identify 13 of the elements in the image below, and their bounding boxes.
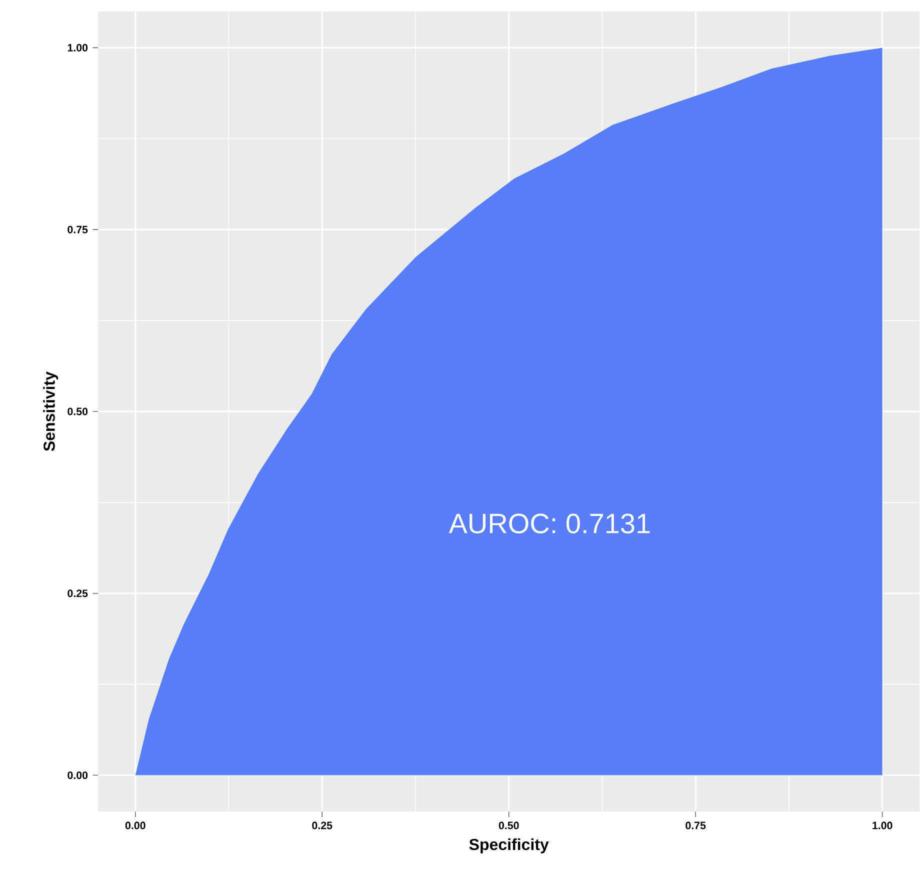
y-tick-label: 1.00: [68, 44, 88, 52]
y-tick-label: 0.75: [68, 226, 88, 234]
x-tick-label: 1.00: [872, 822, 892, 830]
x-tick-label: 0.25: [312, 822, 332, 830]
x-axis-title: Specificity: [469, 838, 549, 854]
y-axis-title: Sensitivity: [43, 372, 58, 452]
x-tick-label: 0.00: [125, 822, 146, 830]
x-tick-label: 0.75: [686, 822, 706, 830]
y-tick-label: 0.25: [68, 590, 88, 598]
annotation: AUROC: 0.7131: [448, 514, 650, 534]
y-tick-label: 0.00: [68, 772, 88, 780]
x-tick-label: 0.50: [498, 822, 519, 830]
y-tick-label: 0.50: [68, 408, 88, 416]
